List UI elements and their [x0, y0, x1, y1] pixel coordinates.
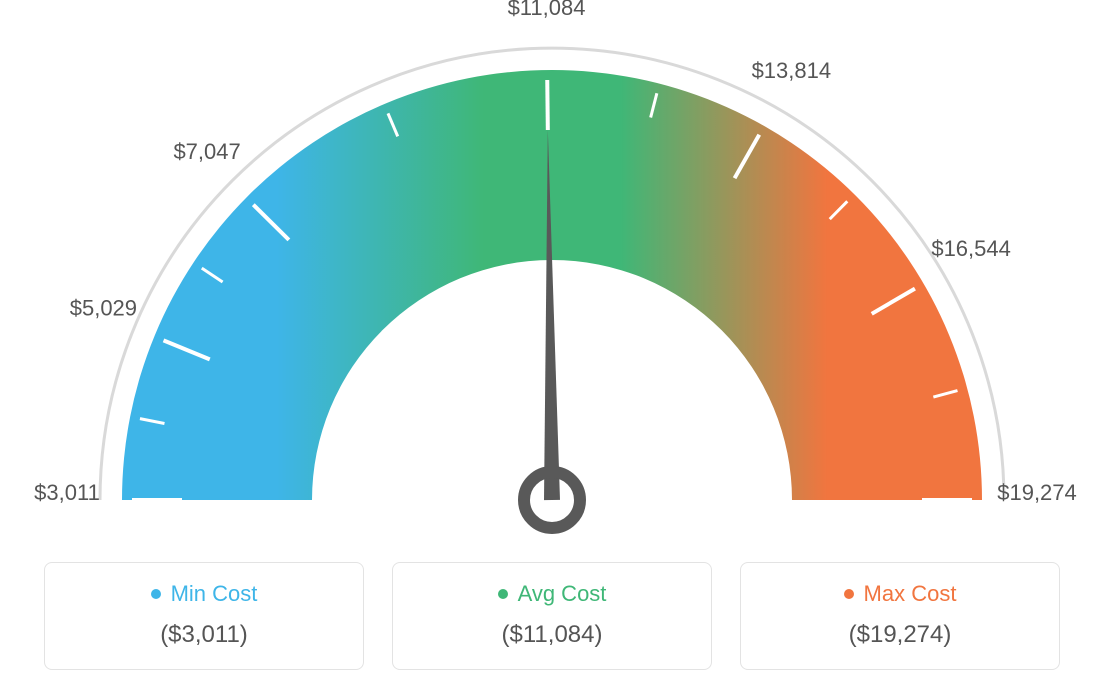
legend-value-min: ($3,011): [55, 621, 353, 649]
legend-card-min: Min Cost ($3,011): [44, 562, 364, 670]
legend-value-avg: ($11,084): [403, 621, 701, 649]
dot-icon-max: [844, 589, 854, 599]
legend-value-max: ($19,274): [751, 621, 1049, 649]
svg-text:$3,011: $3,011: [34, 480, 100, 505]
legend-card-avg: Avg Cost ($11,084): [392, 562, 712, 670]
gauge-svg: $3,011 $5,029 $7,047 $11,084 $13,814 $16,544 $…: [0, 0, 1104, 540]
legend-title-avg: Avg Cost: [498, 581, 607, 607]
legend-title-max: Max Cost: [844, 581, 957, 607]
legend-title-min: Min Cost: [151, 581, 258, 607]
svg-text:$11,084: $11,084: [508, 0, 586, 20]
dot-icon-min: [151, 589, 161, 599]
legend-row: Min Cost ($3,011) Avg Cost ($11,084) Max…: [0, 562, 1104, 670]
legend-title-max-text: Max Cost: [864, 581, 957, 607]
svg-text:$7,047: $7,047: [173, 139, 240, 164]
legend-title-min-text: Min Cost: [171, 581, 258, 607]
legend-card-max: Max Cost ($19,274): [740, 562, 1060, 670]
svg-text:$19,274: $19,274: [997, 480, 1077, 505]
svg-text:$5,029: $5,029: [70, 296, 137, 321]
chart-container: $3,011 $5,029 $7,047 $11,084 $13,814 $16,544 $…: [0, 0, 1104, 690]
dot-icon-avg: [498, 589, 508, 599]
svg-text:$13,814: $13,814: [752, 58, 832, 83]
svg-text:$16,544: $16,544: [931, 236, 1011, 261]
gauge-chart: $3,011 $5,029 $7,047 $11,084 $13,814 $16,544 $…: [0, 0, 1104, 540]
legend-title-avg-text: Avg Cost: [518, 581, 607, 607]
